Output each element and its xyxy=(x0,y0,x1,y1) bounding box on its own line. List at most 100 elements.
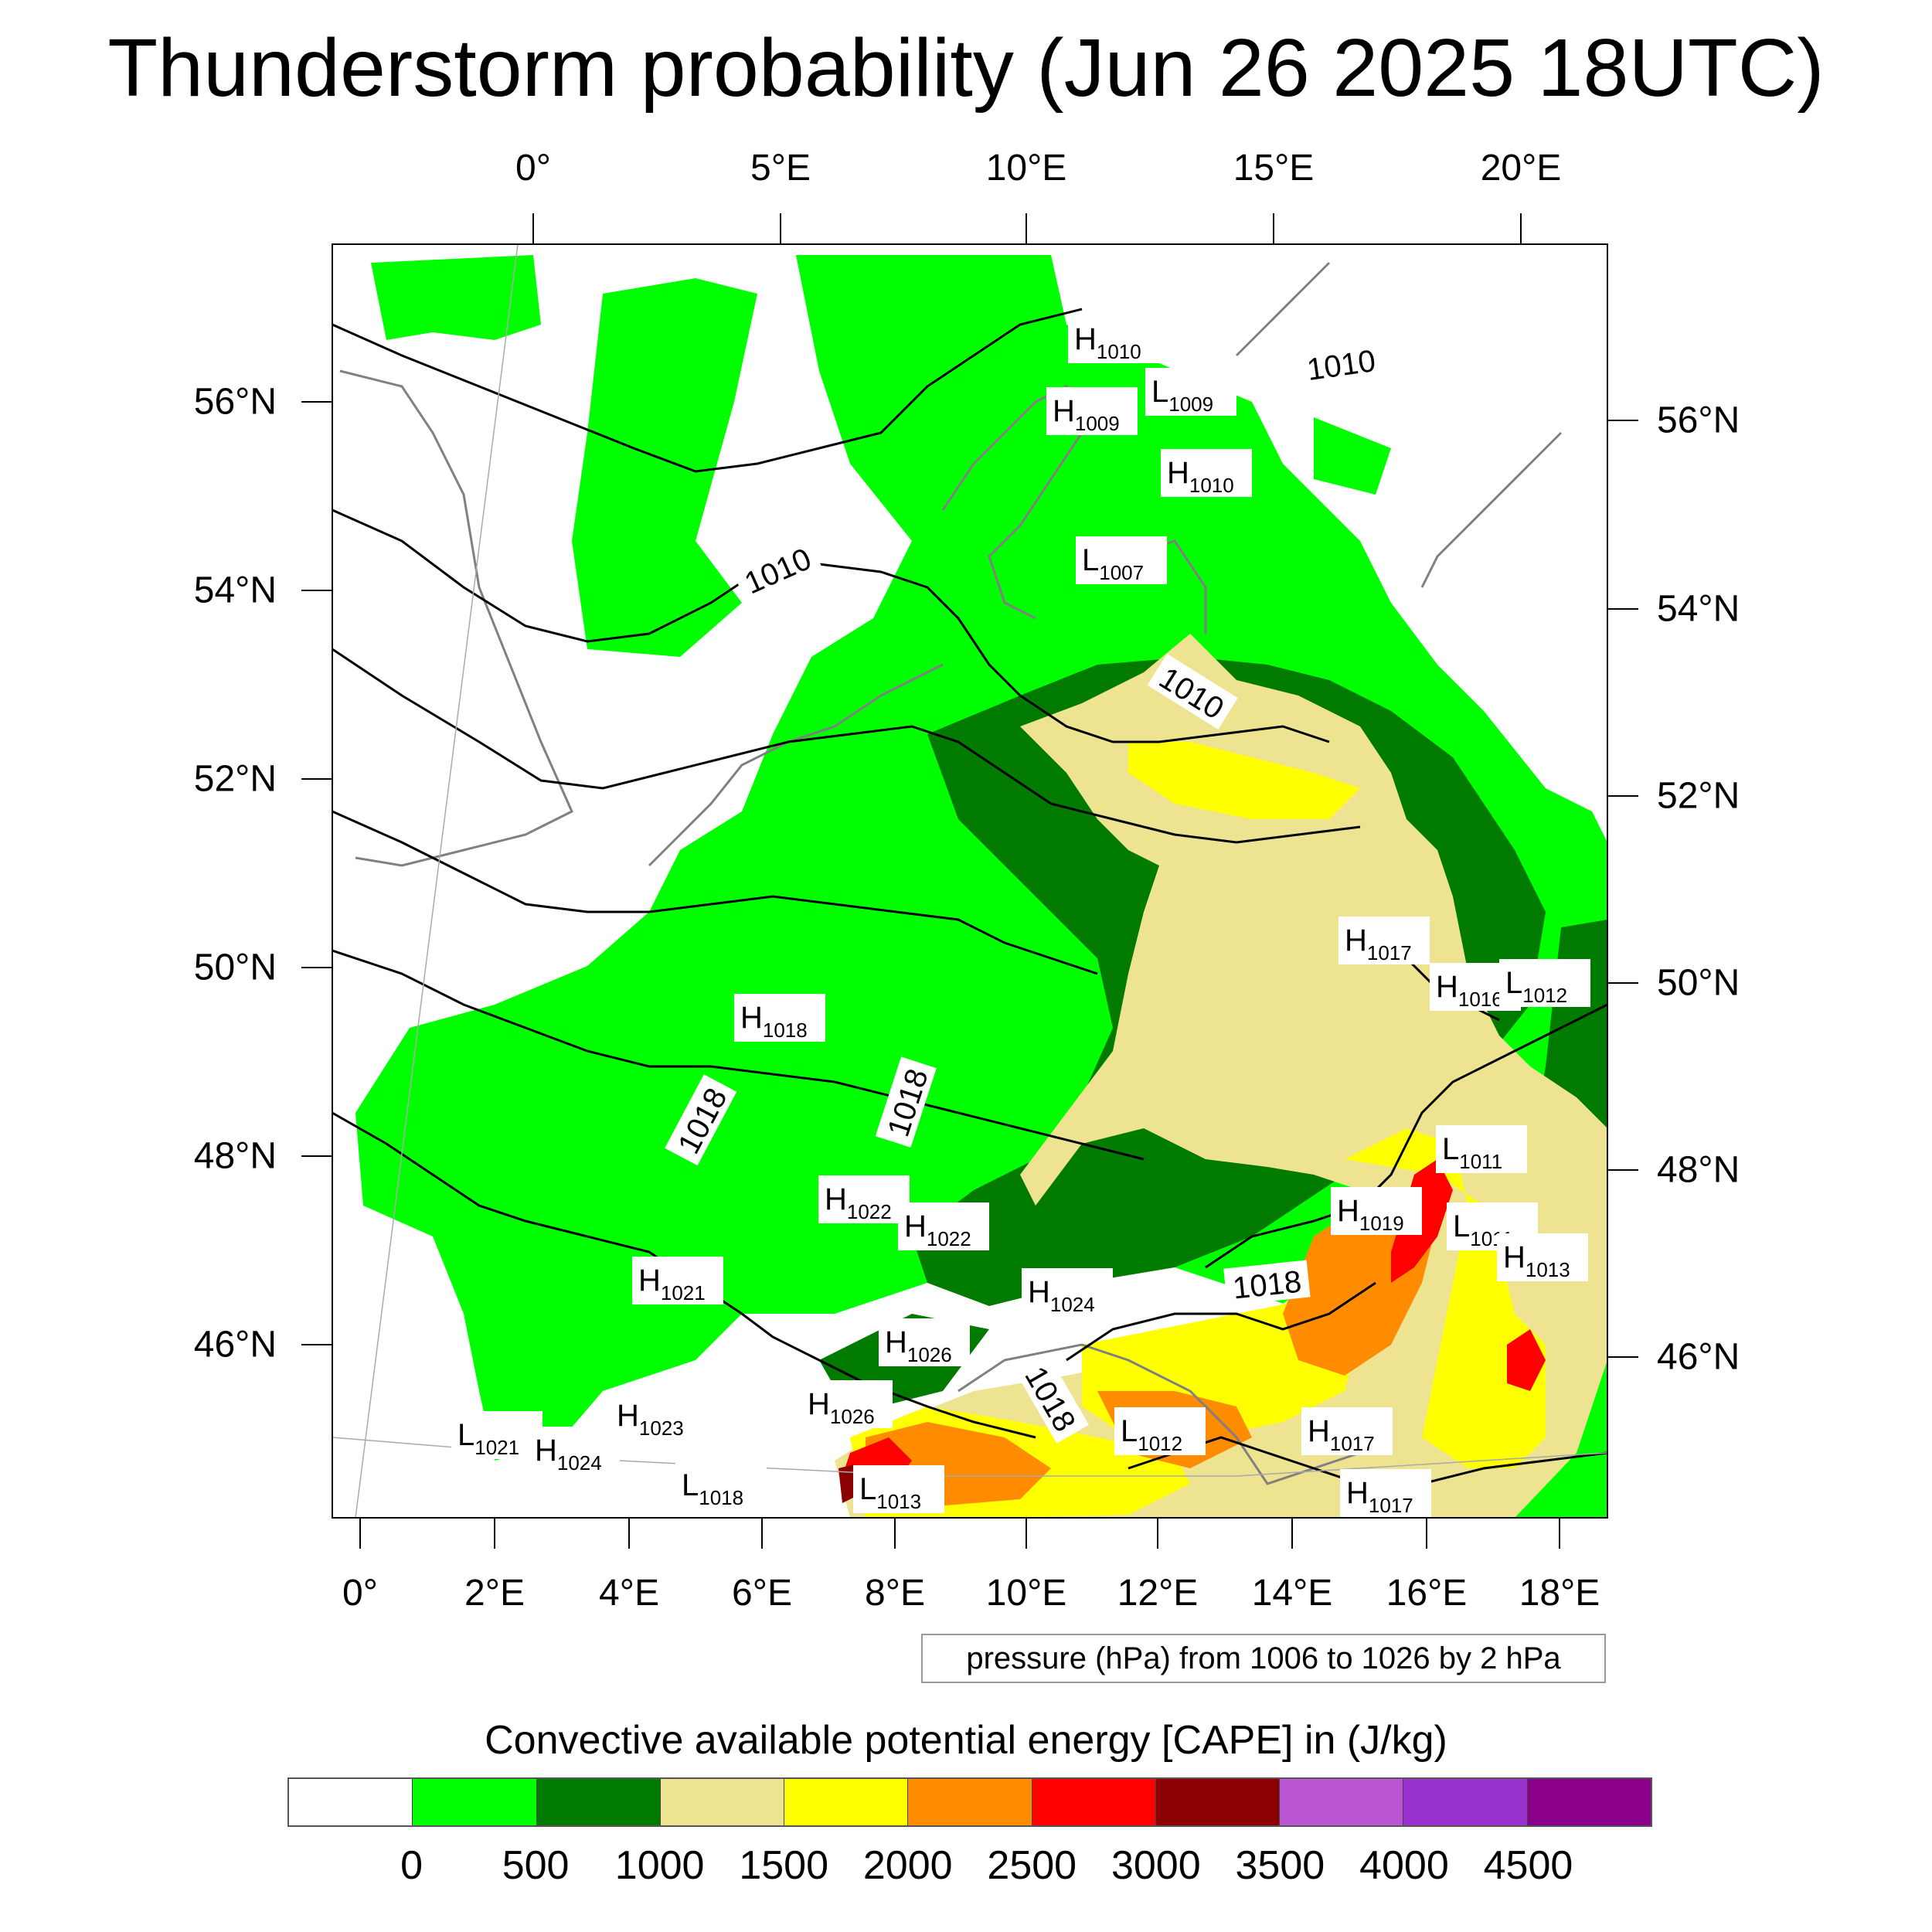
pressure-center-label: H1017 xyxy=(1340,1469,1431,1517)
legend-title: Convective available potential energy [C… xyxy=(485,1718,1447,1763)
colorbar-tick-label: 2000 xyxy=(862,1843,953,1888)
colorbar-tick-label: 1000 xyxy=(614,1843,705,1888)
svg-text:L1009: L1009 xyxy=(1151,375,1213,416)
pressure-center-label: H1026 xyxy=(879,1318,970,1366)
lon-label-top: 0° xyxy=(515,148,551,189)
svg-text:H1010: H1010 xyxy=(1167,456,1234,497)
pressure-contour-note: pressure (hPa) from 1006 to 1026 by 2 hP… xyxy=(921,1634,1606,1683)
cape-region-0-500 xyxy=(371,255,541,340)
svg-text:1018: 1018 xyxy=(1231,1264,1303,1305)
colorbar-tick-label: 2500 xyxy=(987,1843,1077,1888)
svg-text:H1017: H1017 xyxy=(1308,1414,1375,1455)
svg-text:H1023: H1023 xyxy=(617,1399,684,1440)
svg-text:H1010: H1010 xyxy=(1074,322,1141,363)
colorbar-tick-label: 500 xyxy=(502,1843,570,1888)
lat-label-left: 50°N xyxy=(193,947,277,988)
lat-label-left: 54°N xyxy=(193,570,277,611)
cape-region-0-500 xyxy=(1314,417,1391,495)
svg-text:L1011: L1011 xyxy=(1442,1132,1502,1173)
svg-text:H1018: H1018 xyxy=(740,1001,808,1042)
map-frame xyxy=(332,243,1608,1519)
svg-text:L1012: L1012 xyxy=(1121,1414,1182,1455)
colorbar-swatch xyxy=(660,1779,785,1825)
pressure-center-label: L1007 xyxy=(1076,536,1167,584)
colorbar-swatch xyxy=(908,1779,1032,1825)
cape-region-0-500 xyxy=(572,278,757,657)
lon-label-top: 10°E xyxy=(985,148,1067,189)
colorbar-tick-label: 3500 xyxy=(1235,1843,1325,1888)
lat-label-right: 54°N xyxy=(1657,588,1740,630)
lat-label-left: 52°N xyxy=(193,758,277,800)
pressure-center-label: L1018 xyxy=(675,1461,767,1509)
cape-region-2500-3000 xyxy=(1507,1329,1546,1391)
lon-label-bottom: 2°E xyxy=(464,1573,525,1614)
pressure-center-label: H1009 xyxy=(1046,387,1138,435)
pressure-center-label: H1021 xyxy=(632,1257,723,1304)
lat-label-right: 52°N xyxy=(1657,775,1740,817)
svg-text:H1022: H1022 xyxy=(904,1209,971,1250)
pressure-center-label: H1022 xyxy=(898,1202,989,1250)
svg-text:L1011: L1011 xyxy=(1453,1209,1513,1250)
svg-text:L1021: L1021 xyxy=(457,1418,519,1459)
pressure-center-label: H1017 xyxy=(1301,1407,1393,1455)
lat-label-left: 48°N xyxy=(193,1135,277,1177)
lon-label-bottom: 18°E xyxy=(1519,1573,1600,1614)
pressure-center-label: H1026 xyxy=(801,1380,893,1428)
lat-label-left: 46°N xyxy=(193,1324,277,1366)
colorbar-swatch xyxy=(1280,1779,1404,1825)
svg-text:H1017: H1017 xyxy=(1345,923,1412,964)
colorbar-swatch xyxy=(413,1779,537,1825)
pressure-center-label: H1019 xyxy=(1331,1187,1422,1235)
colorbar-tick-label: 0 xyxy=(400,1843,423,1888)
tick-marks xyxy=(301,213,1638,1549)
pressure-center-label: H1017 xyxy=(1338,917,1430,964)
pressure-center-label: H1023 xyxy=(611,1392,702,1440)
pressure-center-label: H1010 xyxy=(1161,449,1252,497)
lon-label-bottom: 16°E xyxy=(1386,1573,1468,1614)
cape-region-3000-3500 xyxy=(838,1464,858,1503)
colorbar-swatch xyxy=(1403,1779,1528,1825)
pressure-center-label: L1012 xyxy=(1114,1407,1206,1455)
colorbar-swatch xyxy=(289,1779,413,1825)
pressure-center-label: H1022 xyxy=(818,1175,910,1223)
colorbar xyxy=(287,1777,1652,1827)
lon-label-top: 20°E xyxy=(1480,148,1562,189)
pressure-center-label: H1018 xyxy=(734,994,825,1042)
cape-region-1500-2000 xyxy=(1345,1128,1546,1468)
svg-text:H1021: H1021 xyxy=(638,1264,706,1304)
lon-label-top: 5°E xyxy=(750,148,811,189)
svg-text:H1026: H1026 xyxy=(885,1325,952,1366)
isobar-value-label: 1018 xyxy=(1223,1260,1311,1306)
svg-text:H1019: H1019 xyxy=(1337,1194,1404,1235)
lat-label-right: 48°N xyxy=(1657,1149,1740,1191)
svg-text:H1024: H1024 xyxy=(1028,1275,1095,1316)
pressure-center-label: L1013 xyxy=(853,1465,944,1513)
lon-label-bottom: 8°E xyxy=(865,1573,925,1614)
colorbar-swatch xyxy=(1155,1779,1281,1825)
lon-label-bottom: 0° xyxy=(342,1573,378,1614)
svg-text:L1007: L1007 xyxy=(1082,543,1144,584)
svg-text:H1016: H1016 xyxy=(1436,970,1503,1011)
colorbar-tick-label: 1500 xyxy=(739,1843,829,1888)
pressure-center-label: L1021 xyxy=(451,1411,543,1459)
svg-text:L1013: L1013 xyxy=(859,1472,921,1513)
pressure-center-label: H1010 xyxy=(1068,315,1159,363)
colorbar-tick-label: 4500 xyxy=(1483,1843,1573,1888)
svg-text:H1024: H1024 xyxy=(535,1434,602,1475)
svg-text:L1012: L1012 xyxy=(1505,966,1567,1007)
lat-label-right: 56°N xyxy=(1657,400,1740,441)
colorbar-swatch xyxy=(784,1779,909,1825)
map-title: Thunderstorm probability (Jun 26 2025 18… xyxy=(107,22,1825,114)
pressure-center-label: L1009 xyxy=(1145,368,1236,416)
coastlines xyxy=(339,261,1563,1485)
svg-text:H1017: H1017 xyxy=(1346,1476,1413,1517)
pressure-center-label: L1011 xyxy=(1436,1125,1527,1173)
lat-label-left: 56°N xyxy=(193,381,277,423)
cape-fill-layer xyxy=(355,255,1607,1518)
svg-text:H1026: H1026 xyxy=(808,1387,875,1428)
lon-label-top: 15°E xyxy=(1233,148,1315,189)
svg-text:H1013: H1013 xyxy=(1503,1240,1570,1281)
svg-text:H1022: H1022 xyxy=(825,1182,892,1223)
